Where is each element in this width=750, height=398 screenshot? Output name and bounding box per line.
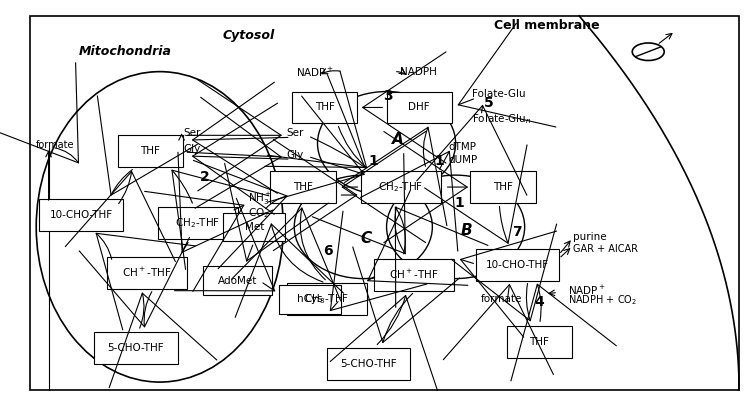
Text: C: C <box>361 231 372 246</box>
Text: 1: 1 <box>368 154 378 168</box>
Text: dUMP: dUMP <box>448 155 478 165</box>
Text: dTMP: dTMP <box>448 142 476 152</box>
Text: NADP$^+$: NADP$^+$ <box>568 284 606 297</box>
Text: CH$_2$-THF: CH$_2$-THF <box>175 216 220 230</box>
Text: NADP$^+$: NADP$^+$ <box>296 66 334 79</box>
Text: AdoMet: AdoMet <box>217 275 257 286</box>
Text: hCys: hCys <box>298 294 323 304</box>
Text: 3: 3 <box>383 88 393 103</box>
Text: THF: THF <box>140 146 160 156</box>
Bar <box>203 266 272 295</box>
Text: 10-CHO-THF: 10-CHO-THF <box>486 259 549 270</box>
Text: 2: 2 <box>200 170 210 184</box>
Text: THF: THF <box>315 102 334 113</box>
Bar <box>270 171 336 203</box>
Text: NADPH: NADPH <box>400 67 436 78</box>
Text: THF: THF <box>293 182 313 192</box>
Text: CO$_2$: CO$_2$ <box>248 206 270 220</box>
Text: Mitochondria: Mitochondria <box>79 45 171 58</box>
Bar <box>476 249 560 281</box>
Text: Met: Met <box>244 222 264 232</box>
Text: Cytosol: Cytosol <box>222 29 274 42</box>
Text: 1: 1 <box>454 196 464 210</box>
Text: NH$^+_3$: NH$^+_3$ <box>248 191 272 207</box>
Text: 6: 6 <box>323 244 333 258</box>
Text: THF: THF <box>493 182 513 192</box>
Text: Gly: Gly <box>183 144 200 154</box>
Text: THF: THF <box>530 337 549 347</box>
Text: CH$_2$-THF: CH$_2$-THF <box>379 180 424 194</box>
Bar <box>40 199 123 231</box>
Text: purine: purine <box>573 232 606 242</box>
Bar <box>386 92 452 123</box>
Text: formate: formate <box>481 293 523 304</box>
Text: 4: 4 <box>534 295 544 310</box>
Text: DHF: DHF <box>409 102 430 113</box>
Text: Ser: Ser <box>183 128 200 139</box>
Text: A: A <box>392 132 404 147</box>
Text: Folate-Glu$_n$: Folate-Glu$_n$ <box>472 113 532 126</box>
Text: formate: formate <box>36 140 75 150</box>
Bar <box>287 283 367 315</box>
Text: CH$^+$-THF: CH$^+$-THF <box>122 266 172 279</box>
Bar <box>224 213 285 241</box>
Text: 5-CHO-THF: 5-CHO-THF <box>340 359 397 369</box>
Text: Folate-Glu: Folate-Glu <box>472 88 526 99</box>
Text: NADPH + CO$_2$: NADPH + CO$_2$ <box>568 294 638 307</box>
Bar <box>94 332 178 364</box>
Bar <box>362 171 441 203</box>
Text: 7: 7 <box>512 224 522 239</box>
Circle shape <box>632 43 664 60</box>
Text: Gly: Gly <box>286 150 304 160</box>
Bar <box>470 171 536 203</box>
Bar <box>292 92 358 123</box>
Bar <box>158 207 238 239</box>
Text: 5: 5 <box>484 96 494 111</box>
Text: 10-CHO-THF: 10-CHO-THF <box>50 210 112 220</box>
Text: 1: 1 <box>434 154 444 168</box>
Text: Ser: Ser <box>286 128 304 139</box>
Text: GAR + AICAR: GAR + AICAR <box>573 244 638 254</box>
Bar <box>118 135 183 167</box>
Text: CH$_3$-THF: CH$_3$-THF <box>304 293 350 306</box>
Text: CH$^+$-THF: CH$^+$-THF <box>389 268 439 281</box>
Bar <box>374 259 454 291</box>
Bar <box>106 257 187 289</box>
Text: B: B <box>460 223 472 238</box>
Bar <box>506 326 572 358</box>
Bar <box>326 348 410 380</box>
Text: 5-CHO-THF: 5-CHO-THF <box>107 343 164 353</box>
Bar <box>279 285 341 314</box>
Text: Cell membrane: Cell membrane <box>494 20 599 32</box>
